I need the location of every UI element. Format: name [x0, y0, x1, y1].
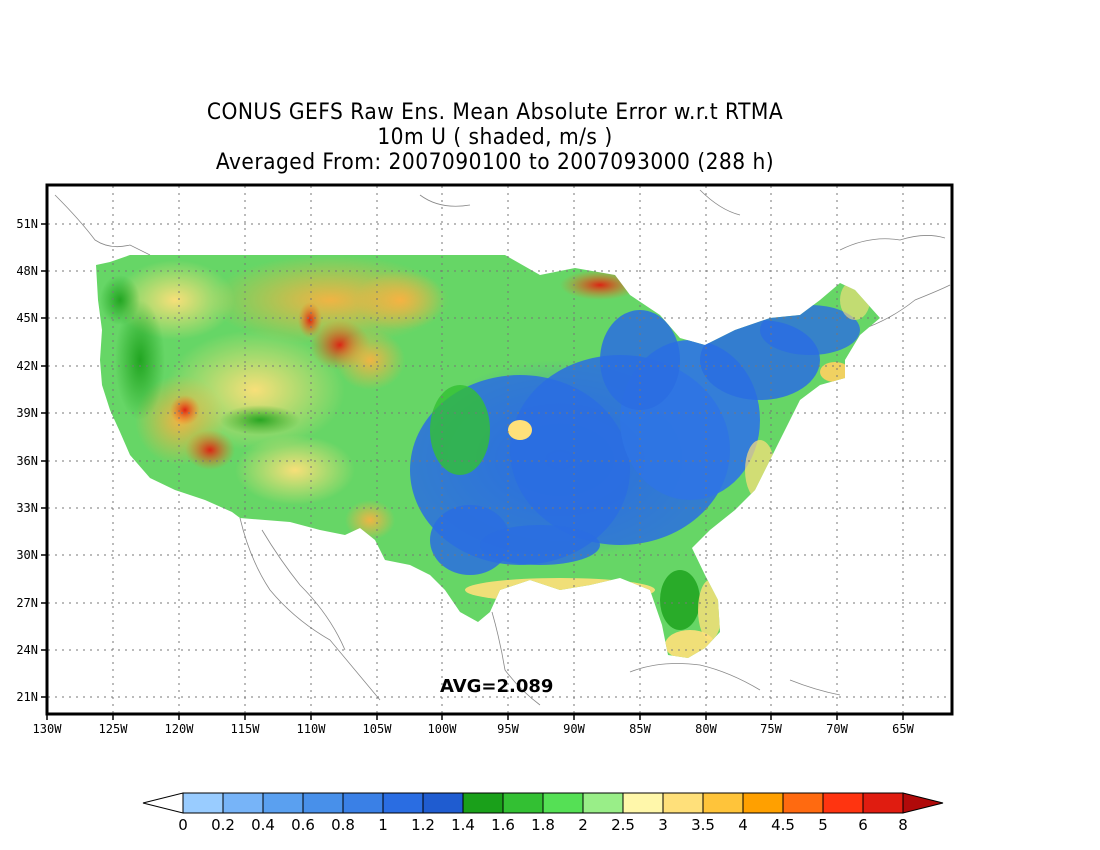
colorbar-label: 5 — [818, 816, 828, 834]
lon-label: 65W — [892, 722, 914, 736]
colorbar-label: 3.5 — [691, 816, 715, 834]
colorbar-cell — [542, 792, 584, 814]
lat-label: 30N — [16, 548, 38, 562]
lat-label: 48N — [16, 264, 38, 278]
colorbar-cell — [702, 792, 744, 814]
lat-label: 24N — [16, 643, 38, 657]
colorbar-low-arrow — [142, 792, 184, 814]
colorbar-label: 1.2 — [411, 816, 435, 834]
axis-ticks — [41, 223, 904, 720]
colorbar-label: 6 — [858, 816, 868, 834]
lon-label: 90W — [563, 722, 585, 736]
map-frame — [45, 183, 954, 716]
colorbar-label: 1.6 — [491, 816, 515, 834]
colorbar-label: 8 — [898, 816, 908, 834]
colorbar-label: 0.8 — [331, 816, 355, 834]
colorbar-label: 0.2 — [211, 816, 235, 834]
colorbar-cell — [822, 792, 864, 814]
colorbar-label: 2 — [578, 816, 588, 834]
lon-label: 95W — [497, 722, 519, 736]
lat-label: 21N — [16, 690, 38, 704]
colorbar-cell — [422, 792, 464, 814]
colorbar-high-arrow — [902, 792, 944, 814]
colorbar-cell — [382, 792, 424, 814]
colorbar-cell — [502, 792, 544, 814]
lat-label: 39N — [16, 406, 38, 420]
colorbar-label: 1.4 — [451, 816, 475, 834]
lon-label: 120W — [165, 722, 195, 736]
colorbar-label: 4 — [738, 816, 748, 834]
colorbar-cell — [222, 792, 264, 814]
colorbar-cell — [182, 792, 224, 814]
map-title-line-1: CONUS GEFS Raw Ens. Mean Absolute Error … — [206, 100, 784, 125]
lat-label: 42N — [16, 359, 38, 373]
map-title-line-3: Averaged From: 2007090100 to 2007093000 … — [215, 150, 775, 175]
average-value-label: AVG=2.089 — [440, 676, 554, 697]
colorbar-cell — [582, 792, 624, 814]
lon-label: 115W — [231, 722, 261, 736]
coastline-outlines — [54, 189, 951, 706]
colorbar-label: 0.6 — [291, 816, 315, 834]
colorbar-label: 0 — [178, 816, 188, 834]
colorbar-label: 4.5 — [771, 816, 795, 834]
lon-label: 105W — [363, 722, 393, 736]
lon-label: 110W — [297, 722, 327, 736]
colorbar-cell — [782, 792, 824, 814]
lon-label: 130W — [33, 722, 63, 736]
colorbar-cell — [742, 792, 784, 814]
lat-label: 33N — [16, 501, 38, 515]
lat-label: 36N — [16, 454, 38, 468]
colorbar-label: 3 — [658, 816, 668, 834]
error-field-shading — [96, 255, 880, 658]
colorbar-cell — [302, 792, 344, 814]
colorbar-cell — [462, 792, 504, 814]
colorbar-label: 1.8 — [531, 816, 555, 834]
lat-label: 45N — [16, 311, 38, 325]
colorbar-label: 1 — [378, 816, 388, 834]
lon-label: 70W — [826, 722, 848, 736]
lon-label: 75W — [760, 722, 782, 736]
lon-label: 85W — [629, 722, 651, 736]
colorbar-cell — [662, 792, 704, 814]
colorbar-cell — [342, 792, 384, 814]
lat-label: 27N — [16, 596, 38, 610]
colorbar-cell — [862, 792, 904, 814]
colorbar-cell — [262, 792, 304, 814]
lon-label: 100W — [428, 722, 458, 736]
colorbar: 0 0.2 0.4 0.6 0.8 1 1.2 1.4 1.6 1.8 2 2.5 3 3.5 4 4.5 5 6… — [142, 792, 944, 834]
colorbar-label: 2.5 — [611, 816, 635, 834]
lon-label: 80W — [695, 722, 717, 736]
colorbar-cell — [622, 792, 664, 814]
map-title-line-2: 10m U ( shaded, m/s ) — [377, 125, 613, 150]
lon-label: 125W — [99, 722, 129, 736]
lat-label: 51N — [16, 217, 38, 231]
colorbar-label: 0.4 — [251, 816, 275, 834]
